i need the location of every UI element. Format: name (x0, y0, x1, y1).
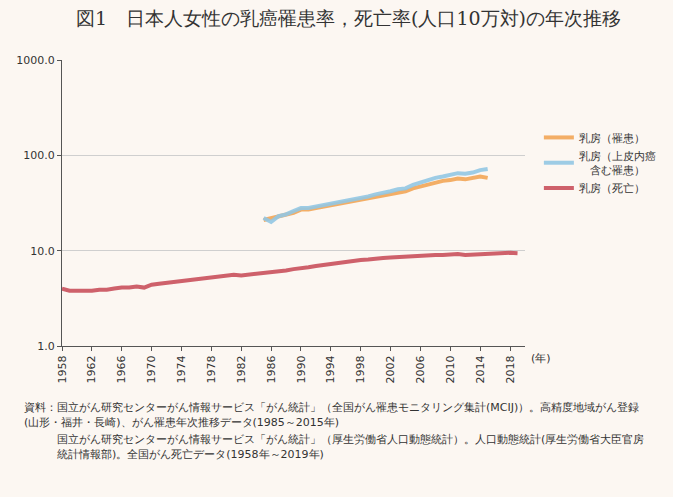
svg-text:1970: 1970 (145, 355, 158, 383)
svg-text:100.0: 100.0 (23, 149, 55, 162)
svg-text:1000.0: 1000.0 (16, 54, 55, 67)
svg-text:1974: 1974 (175, 355, 188, 383)
svg-text:2014: 2014 (474, 355, 487, 383)
svg-text:2002: 2002 (384, 355, 397, 383)
svg-text:1962: 1962 (85, 355, 98, 383)
svg-text:10.0: 10.0 (30, 245, 55, 258)
svg-text:1.0: 1.0 (37, 340, 55, 353)
html-text:国立がん研究センターがん情報サービス「がん統計」（厚生労働省: 国立がん研究センターがん情報サービス「がん統計」（厚生労働省人口動態統計）。人口… (57, 432, 645, 462)
svg-text:1978: 1978 (205, 355, 218, 383)
svg-text:2018: 2018 (504, 355, 517, 383)
svg-text:1990: 1990 (295, 355, 308, 383)
svg-text:図1 日本人女性の乳癌罹患率，死亡率(人口10万対)の年次推: 図1 日本人女性の乳癌罹患率，死亡率(人口10万対)の年次推移 (76, 7, 621, 29)
html-text:資料：国立がん研究センターがん情報サービス「がん統計」（全国: 資料：国立がん研究センターがん情報サービス「がん統計」（全国がん罹患モニタリング… (24, 401, 640, 430)
svg-text:1994: 1994 (324, 355, 337, 383)
svg-text:2010: 2010 (444, 355, 457, 383)
svg-text:乳房（死亡）: 乳房（死亡） (579, 182, 645, 195)
svg-text:1958: 1958 (56, 355, 69, 383)
svg-text:1998: 1998 (354, 355, 367, 383)
svg-text:(年): (年) (531, 352, 551, 365)
svg-text:乳房（罹患）: 乳房（罹患） (579, 132, 645, 145)
svg-text:1986: 1986 (265, 355, 278, 383)
svg-text:1982: 1982 (235, 355, 248, 383)
svg-text:2006: 2006 (414, 355, 427, 383)
svg-text:1966: 1966 (115, 355, 128, 383)
svg-text:乳房（上皮内癌 含む罹患）: 乳房（上皮内癌 含む罹患） (579, 150, 656, 177)
